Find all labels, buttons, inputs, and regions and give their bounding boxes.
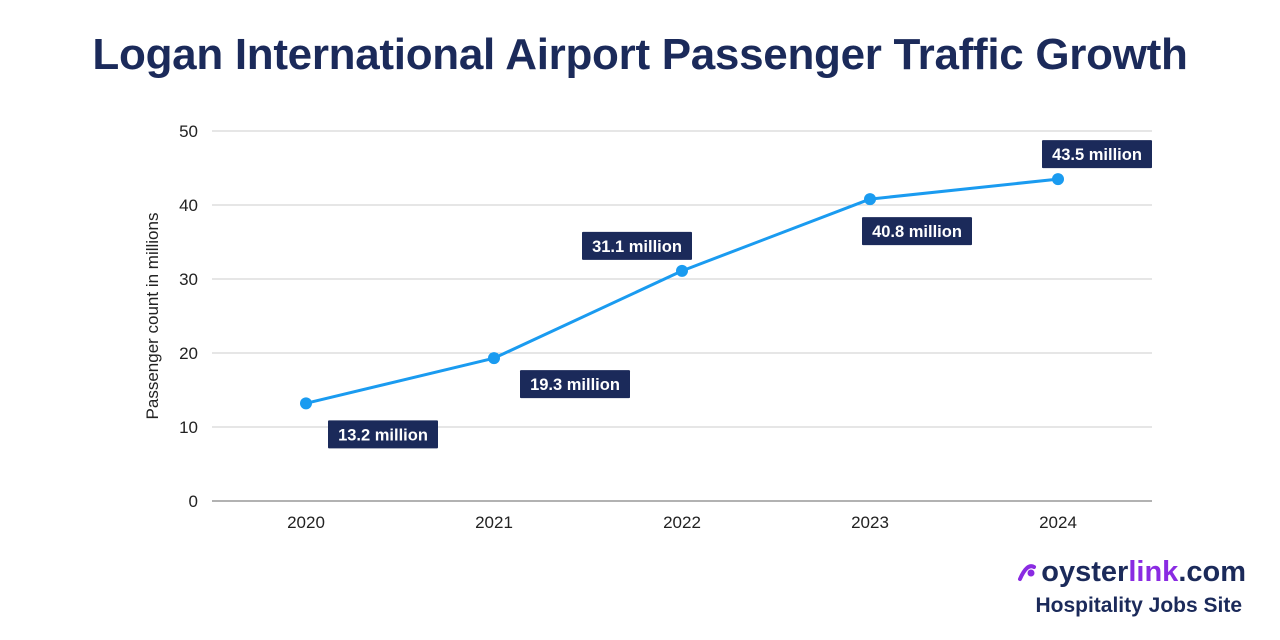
data-label: 43.5 million [1052, 146, 1142, 164]
x-tick-label: 2023 [851, 513, 889, 532]
data-point[interactable] [300, 397, 312, 410]
y-tick-label: 0 [189, 492, 198, 511]
data-label: 19.3 million [530, 376, 620, 394]
data-label: 40.8 million [872, 223, 962, 241]
data-point[interactable] [864, 193, 876, 206]
y-tick-label: 20 [179, 344, 198, 363]
data-label-box [520, 370, 630, 399]
y-tick-label: 10 [179, 418, 198, 437]
data-label-box [582, 231, 692, 260]
brand-name-link: link [1128, 556, 1179, 588]
y-tick-label: 40 [179, 196, 198, 215]
brand-name-oyster: oyster [1041, 556, 1129, 588]
data-point[interactable] [1052, 173, 1064, 186]
brand-name-domain: .com [1178, 556, 1246, 588]
x-tick-label: 2021 [475, 513, 513, 532]
data-point[interactable] [676, 264, 688, 277]
y-axis-label: Passenger count in millions [143, 213, 162, 420]
brand-logo: oyster link .com Hospitality Jobs Site [1017, 556, 1246, 618]
data-label-box [1042, 140, 1152, 169]
data-label: 31.1 million [592, 238, 682, 256]
y-tick-label: 50 [179, 122, 198, 141]
x-tick-label: 2024 [1039, 513, 1077, 532]
y-tick-label: 30 [179, 270, 198, 289]
data-label-box [862, 217, 972, 246]
brand-tagline: Hospitality Jobs Site [1035, 594, 1242, 617]
series-line [305, 177, 1059, 405]
data-point[interactable] [488, 352, 500, 365]
data-label: 13.2 million [338, 426, 428, 444]
oyster-pearl-icon [1018, 564, 1037, 581]
chart-title: Logan International Airport Passenger Tr… [92, 30, 1188, 79]
data-label-box [328, 420, 438, 449]
x-tick-label: 2022 [663, 513, 701, 532]
x-tick-label: 2020 [287, 513, 325, 532]
